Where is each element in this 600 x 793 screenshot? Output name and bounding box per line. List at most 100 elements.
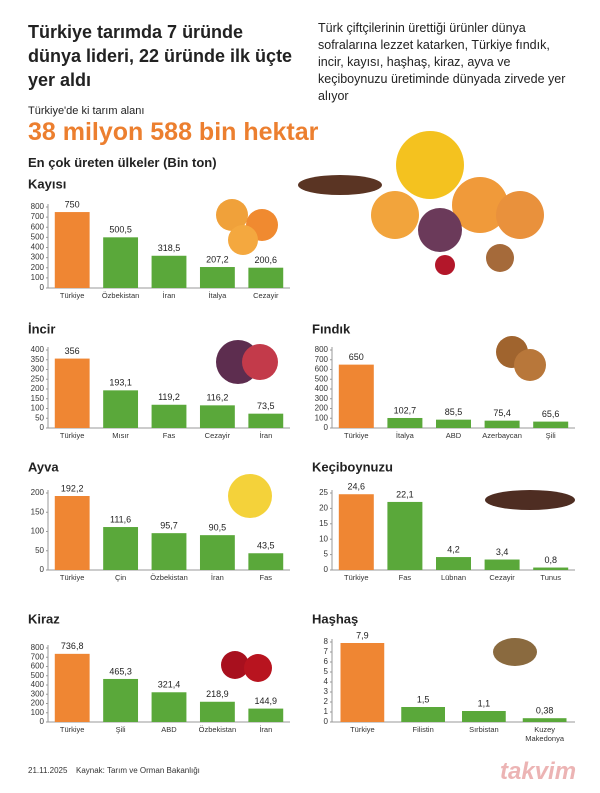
x-tick-label-box: ABD	[445, 431, 462, 440]
source: Kaynak: Tarım ve Orman Bakanlığı	[76, 766, 200, 775]
y-tick-label: 100	[31, 404, 45, 413]
value-label: 218,9	[206, 689, 229, 699]
value-label: 95,7	[160, 521, 178, 531]
bar	[151, 255, 187, 288]
y-tick-label: 0	[40, 717, 45, 726]
value-label: 3,4	[496, 547, 509, 557]
y-tick-label: 200	[31, 384, 45, 393]
y-tick-label: 700	[315, 355, 329, 364]
y-tick-label: 1	[324, 707, 329, 716]
value-label: 116,2	[206, 393, 228, 403]
y-tick-label: 200	[315, 404, 329, 413]
y-tick-label: 25	[319, 488, 328, 497]
value-label: 500,5	[109, 225, 132, 235]
y-tick-label: 20	[319, 504, 328, 513]
value-label: 465,3	[109, 666, 132, 676]
x-tick-label-box: Cezayir	[204, 431, 231, 440]
value-label: 0,38	[536, 706, 554, 716]
x-tick-label: Filistin	[412, 725, 434, 734]
x-tick-label-box: Lübnan	[441, 573, 466, 582]
value-label: 85,5	[445, 407, 463, 417]
x-tick-label-box: İtalya	[208, 291, 226, 300]
bar	[401, 707, 445, 722]
y-tick-label: 5	[324, 667, 329, 676]
value-label: 0,8	[544, 555, 557, 565]
bar	[199, 267, 235, 288]
x-tick-label: Cezayir	[253, 291, 279, 300]
x-tick-label: Mısır	[112, 431, 129, 440]
y-tick-label: 700	[31, 652, 45, 661]
x-tick-label-box: Türkiye	[350, 725, 375, 734]
bar	[436, 557, 471, 570]
x-tick-label-box: Türkiye	[59, 431, 85, 440]
area-label: Türkiye'de ki tarım alanı	[28, 105, 145, 117]
bar	[387, 417, 423, 428]
y-tick-label: 5	[324, 550, 329, 559]
y-tick-label: 4	[324, 677, 329, 686]
x-tick-label: Türkiye	[350, 725, 375, 734]
x-tick-label: Türkiye	[59, 291, 85, 300]
x-tick-label: Türkiye	[59, 431, 85, 440]
value-label: 119,2	[158, 392, 180, 402]
y-tick-label: 300	[315, 394, 329, 403]
x-tick-label: Çin	[114, 573, 127, 582]
y-tick-label: 150	[31, 394, 45, 403]
y-tick-label: 800	[31, 643, 45, 652]
y-tick-label: 8	[324, 637, 329, 646]
x-tick-label-box: İran	[210, 573, 224, 582]
x-tick-label: İran	[210, 573, 224, 582]
x-tick-label: Türkiye	[59, 573, 85, 582]
x-tick-label: İran	[162, 291, 176, 300]
bar	[199, 535, 235, 570]
watermark: takvim	[500, 758, 577, 785]
x-tick-label: ABD	[445, 431, 462, 440]
value-label: 318,5	[158, 243, 181, 253]
bar	[54, 653, 90, 722]
value-label: 750	[65, 199, 80, 209]
value-label: 90,5	[209, 523, 227, 533]
bar	[248, 267, 284, 288]
y-tick-label: 300	[31, 253, 45, 262]
bar	[54, 212, 90, 288]
chart-title: Kiraz	[28, 611, 60, 626]
x-tick-label: Fas	[259, 573, 273, 582]
x-tick-label-box: Azerbaycan	[482, 431, 522, 440]
x-tick-label-box: ABD	[161, 725, 176, 734]
x-tick-label-box: Özbekistan	[150, 573, 188, 582]
x-tick-label: Cezayir	[204, 431, 231, 440]
value-label: 24,6	[348, 482, 366, 492]
x-tick-label: Türkiye	[344, 431, 369, 440]
x-tick-label-box: İran	[259, 431, 273, 440]
y-tick-label: 200	[31, 263, 45, 272]
x-tick-label-box: Fas	[398, 573, 412, 582]
x-tick-label-box: İran	[162, 291, 176, 300]
chart-title: İncir	[28, 321, 55, 336]
date: 21.11.2025	[28, 766, 68, 775]
x-tick-label: Cezayir	[489, 573, 515, 582]
value-label: 207,2	[206, 254, 229, 264]
y-tick-label: 500	[315, 374, 329, 383]
x-tick-label: Kuzey Makedonya	[525, 725, 565, 743]
value-label: 73,5	[257, 401, 275, 411]
x-tick-label: Fas	[398, 573, 412, 582]
y-tick-label: 0	[40, 423, 45, 432]
bar	[484, 420, 520, 428]
y-tick-label: 400	[31, 243, 45, 252]
chart-title: Keçiboynuzu	[312, 459, 393, 474]
bar	[151, 692, 187, 722]
x-tick-label: İran	[259, 431, 273, 440]
chart-caption: En çok üreten ülkeler (Bin ton)	[28, 155, 217, 170]
x-tick-label: Tunus	[540, 573, 561, 582]
y-tick-label: 50	[35, 546, 44, 555]
x-tick-label-box: Cezayir	[253, 291, 279, 300]
y-tick-label: 150	[31, 507, 45, 516]
x-tick-label-box: Şili	[116, 725, 126, 734]
y-tick-label: 200	[31, 699, 45, 708]
bar	[248, 708, 284, 722]
bar	[248, 553, 284, 570]
x-tick-label-box: Sırbistan	[469, 725, 499, 734]
y-tick-label: 10	[319, 534, 328, 543]
value-label: 192,2	[61, 483, 84, 493]
y-tick-label: 0	[40, 565, 45, 574]
